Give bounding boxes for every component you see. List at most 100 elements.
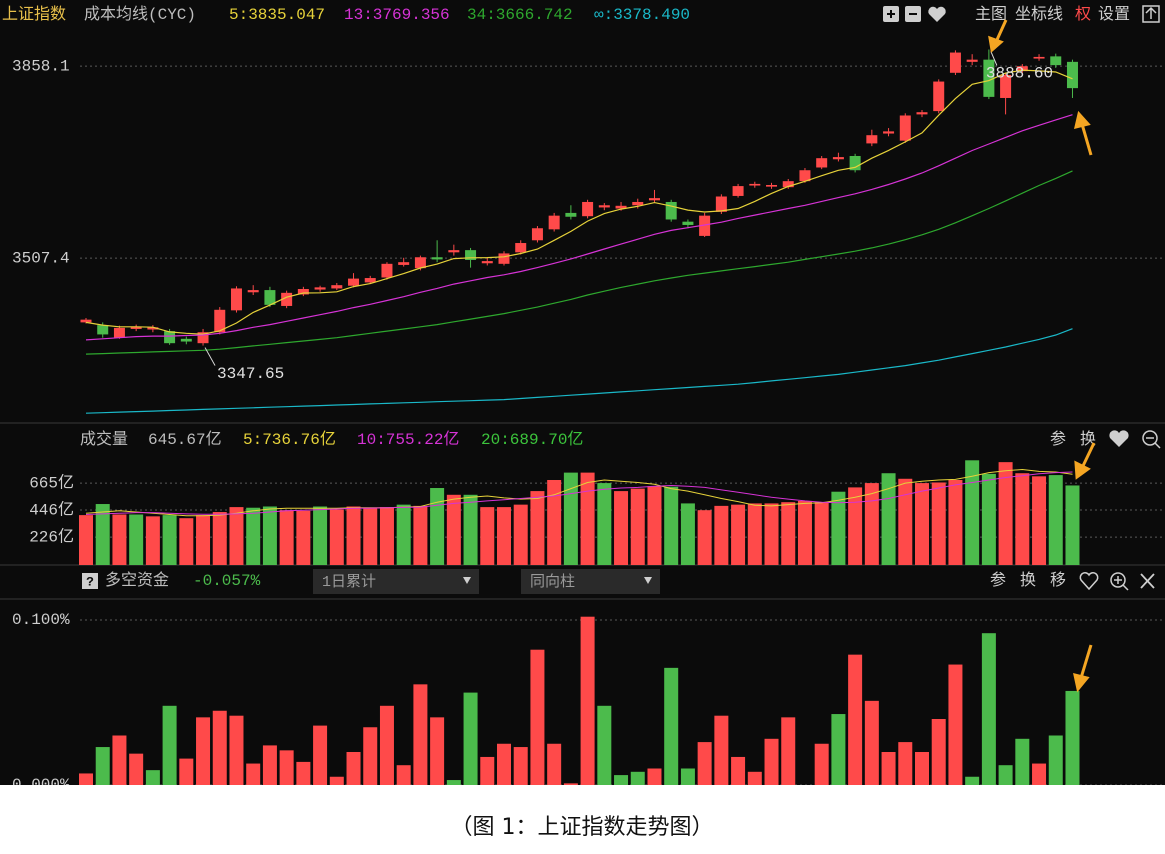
bar <box>580 472 595 565</box>
bar <box>998 462 1013 565</box>
annotation-label: 3347.65 <box>217 365 284 383</box>
bar <box>563 783 578 785</box>
ma-line <box>85 170 1073 355</box>
candle-body <box>314 287 326 290</box>
bar <box>831 714 846 785</box>
bar <box>212 710 227 785</box>
candle-body <box>180 338 192 342</box>
toolbar-label[interactable]: 主图 <box>975 5 1007 24</box>
bar <box>864 700 879 785</box>
bar <box>430 488 445 565</box>
toolbar-label[interactable]: 参 <box>990 571 1006 590</box>
bar <box>262 745 277 785</box>
bar <box>814 743 829 785</box>
bar <box>413 684 428 785</box>
y-tick-label: 226亿 <box>29 527 74 546</box>
bar <box>262 506 277 565</box>
candle-body <box>398 262 410 265</box>
icon-stroke <box>1114 576 1129 591</box>
heart-icon[interactable] <box>1109 430 1129 447</box>
candle-body <box>498 253 510 264</box>
bar <box>697 510 712 565</box>
dropdown[interactable] <box>521 569 660 594</box>
toolbar-label[interactable]: 移 <box>1050 571 1066 590</box>
bar <box>931 482 946 565</box>
toolbar-label[interactable]: 设置 <box>1098 5 1130 24</box>
ma-line <box>85 114 1073 341</box>
candle-body <box>832 157 844 160</box>
toolbar-label[interactable]: 换 <box>1020 571 1036 590</box>
zoom-icon[interactable] <box>1142 430 1158 446</box>
ma-line <box>85 468 1073 517</box>
candle-body <box>214 309 226 333</box>
zoom-icon[interactable] <box>1110 572 1126 588</box>
bar <box>480 756 495 785</box>
bar <box>764 738 779 785</box>
bar <box>246 507 261 565</box>
candle-body <box>80 319 92 323</box>
heart-icon[interactable] <box>928 6 946 23</box>
candle-body <box>799 170 811 182</box>
legend-entry: 20:689.70亿 <box>481 430 583 449</box>
candle-body <box>548 215 560 230</box>
bar <box>614 775 629 785</box>
bar <box>597 705 612 785</box>
bar <box>981 633 996 785</box>
bar <box>145 770 160 785</box>
candle-body <box>531 228 543 241</box>
candle-body <box>247 290 259 293</box>
candle-body <box>849 155 861 171</box>
bar <box>664 486 679 565</box>
annotation-label: 3888.60 <box>986 65 1053 83</box>
bar <box>1065 485 1080 565</box>
candle-body <box>348 278 360 286</box>
arrow-head <box>1074 460 1091 480</box>
bar <box>112 514 127 565</box>
bar <box>129 514 144 565</box>
bar <box>747 503 762 565</box>
dropdown-label: 1日累计 <box>322 573 376 591</box>
bar <box>998 765 1013 785</box>
bar <box>931 719 946 785</box>
bar <box>212 512 227 565</box>
bar <box>1065 690 1080 785</box>
bar <box>363 508 378 565</box>
bar <box>162 705 177 785</box>
toolbar-label[interactable]: 权 <box>1075 5 1091 24</box>
dropdown[interactable] <box>313 569 479 594</box>
bar <box>881 473 896 565</box>
chart-subtitle: -0.057% <box>193 572 261 590</box>
dropdown-caret <box>644 577 652 584</box>
bar <box>1048 475 1063 565</box>
y-tick-label: 0.100% <box>12 611 70 629</box>
bar <box>296 510 311 565</box>
candle-body <box>565 212 577 217</box>
annotation-arrow <box>204 347 216 366</box>
heart-icon[interactable] <box>1079 572 1099 591</box>
candle-body <box>1066 61 1078 89</box>
bar <box>513 747 528 785</box>
bar <box>547 743 562 785</box>
chart-title: 成交量 <box>80 430 128 449</box>
bar <box>129 753 144 785</box>
bar <box>95 747 110 785</box>
close-icon[interactable] <box>1140 573 1155 589</box>
bar <box>614 491 629 565</box>
candle-body <box>97 325 109 335</box>
candle-body <box>983 59 995 97</box>
bar <box>731 756 746 785</box>
bar <box>379 507 394 565</box>
annotation-arrow <box>990 51 998 66</box>
bar <box>981 473 996 565</box>
toolbar-label[interactable]: 参 <box>1050 430 1066 449</box>
toolbar-label[interactable]: 坐标线 <box>1015 5 1063 24</box>
bar <box>714 715 729 785</box>
bar <box>396 504 411 565</box>
bar <box>497 743 511 785</box>
toolbar-button[interactable] <box>1142 5 1160 23</box>
help-icon[interactable] <box>82 573 98 589</box>
candle-body <box>130 326 142 329</box>
candle-body <box>749 183 761 186</box>
arrow <box>1080 123 1093 156</box>
arrow-head <box>988 35 1004 53</box>
